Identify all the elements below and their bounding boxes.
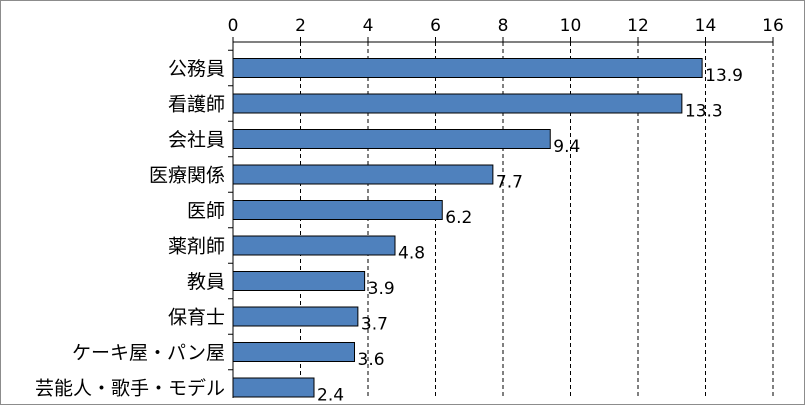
x-tick-label: 16 bbox=[762, 16, 784, 36]
x-tick-label: 0 bbox=[228, 16, 239, 36]
bar bbox=[232, 93, 683, 114]
bar bbox=[232, 129, 551, 149]
x-tick-label: 4 bbox=[363, 16, 374, 36]
x-tick-label: 14 bbox=[695, 16, 717, 36]
category-label: 会社員 bbox=[168, 129, 225, 151]
category-label: 公務員 bbox=[168, 58, 225, 80]
x-tick-label: 6 bbox=[430, 16, 441, 36]
value-label: 9.4 bbox=[553, 137, 580, 157]
category-label: 薬剤師 bbox=[168, 236, 225, 258]
bar bbox=[232, 342, 355, 362]
value-label: 4.8 bbox=[398, 244, 425, 264]
category-label: 保育士 bbox=[168, 307, 225, 329]
x-tick-label: 12 bbox=[627, 16, 649, 36]
value-label: 2.4 bbox=[317, 386, 344, 405]
category-label: 医師 bbox=[187, 200, 225, 222]
value-label: 3.6 bbox=[358, 350, 385, 370]
category-label: 教員 bbox=[187, 271, 225, 293]
bar bbox=[232, 271, 366, 291]
category-label: 芸能人・歌手・モデル bbox=[35, 378, 225, 400]
value-label: 6.2 bbox=[445, 208, 472, 228]
value-label: 13.9 bbox=[705, 66, 743, 86]
bar bbox=[232, 164, 494, 185]
bar bbox=[232, 58, 703, 78]
x-tick-label: 2 bbox=[295, 16, 306, 36]
value-label: 13.3 bbox=[685, 102, 723, 122]
x-tick-label: 8 bbox=[498, 16, 509, 36]
bar bbox=[232, 306, 359, 327]
bar bbox=[232, 200, 443, 220]
category-label: ケーキ屋・パン屋 bbox=[72, 342, 225, 364]
value-label: 3.9 bbox=[368, 279, 395, 299]
category-label: 看護師 bbox=[168, 94, 225, 116]
category-label: 医療関係 bbox=[149, 165, 225, 187]
value-label: 7.7 bbox=[496, 173, 523, 193]
bar bbox=[232, 235, 396, 256]
value-label: 3.7 bbox=[361, 315, 388, 335]
bar bbox=[232, 377, 315, 398]
x-tick-label: 10 bbox=[560, 16, 582, 36]
